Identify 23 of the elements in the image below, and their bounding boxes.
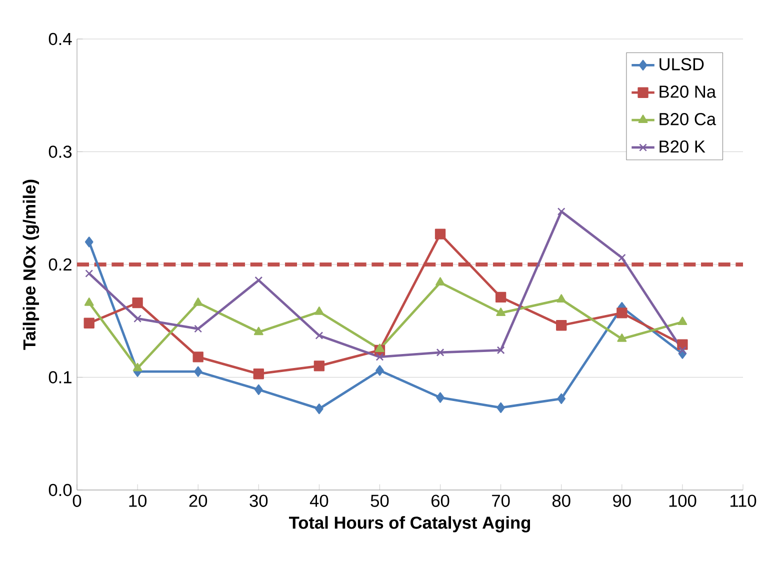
y-tick-label: 0.4 xyxy=(48,32,72,46)
x-tick-label: 30 xyxy=(250,494,268,507)
x-tick-label: 60 xyxy=(432,494,450,507)
y-tick-label: 0.3 xyxy=(48,146,72,158)
x-tick-label: 100 xyxy=(669,494,696,507)
x-tick-label: 40 xyxy=(310,494,328,507)
x-tick-label: 10 xyxy=(129,494,147,507)
x-tick-label: 0 xyxy=(72,494,82,507)
x-tick-label: 90 xyxy=(613,494,631,507)
y-tick-label: 0.2 xyxy=(48,258,72,271)
legend-label: ULSD xyxy=(660,58,704,70)
y-tick-label: 0.0 xyxy=(48,484,72,496)
legend-label: B20 K xyxy=(660,140,706,153)
x-tick-label: 50 xyxy=(370,494,389,507)
x-tick-label: 20 xyxy=(189,494,208,507)
legend-label: B20 Ca xyxy=(660,112,716,126)
x-tick-label: 80 xyxy=(552,494,570,507)
y-tick-label: 0.1 xyxy=(48,371,72,384)
x-axis-title: Total Hours of Catalyst Aging xyxy=(289,516,530,532)
x-tick-label: 70 xyxy=(492,494,510,507)
y-axis-title: Tailpipe NOx (g/mile) xyxy=(22,180,40,350)
x-tick-label: 110 xyxy=(730,494,756,507)
legend-label: B20 Na xyxy=(660,86,716,98)
